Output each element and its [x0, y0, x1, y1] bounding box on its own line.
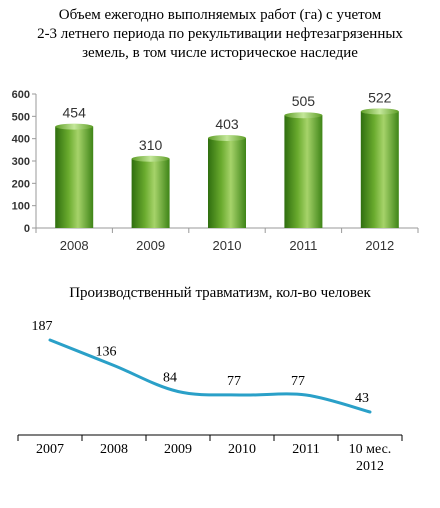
bar-value-label: 522 — [368, 89, 392, 105]
bar-x-tick-label: 2010 — [213, 238, 242, 253]
bar-top — [208, 134, 246, 141]
bar-y-tick-label: 500 — [12, 111, 30, 123]
bar — [208, 137, 246, 228]
line-value-label: 77 — [291, 374, 305, 389]
bar-x-tick-label: 2012 — [365, 238, 394, 253]
line-chart-title: Производственный травматизм, кол-во чело… — [69, 285, 371, 301]
line-value-label: 187 — [32, 319, 53, 334]
bar-value-label: 505 — [292, 93, 316, 109]
bar — [131, 158, 170, 228]
bar-top — [360, 108, 399, 115]
bar-top — [131, 155, 170, 162]
line-value-label: 136 — [96, 345, 117, 360]
bar — [55, 126, 94, 228]
line-x-tick-label: 2011 — [292, 442, 319, 457]
bar-chart-title: Объем ежегодно выполняемых работ (га) с … — [0, 6, 440, 63]
bar — [360, 111, 399, 228]
line-value-label: 84 — [163, 371, 177, 386]
bar-value-label: 310 — [139, 137, 163, 153]
bar — [284, 115, 323, 228]
line-value-label: 77 — [227, 374, 241, 389]
bar-y-tick-label: 400 — [12, 134, 30, 146]
line-x-tick-label: 2010 — [228, 442, 256, 457]
line-x-tick-label: 2012 — [356, 459, 384, 474]
bar-value-label: 403 — [215, 116, 239, 132]
bar-y-tick-label: 200 — [12, 178, 30, 190]
bar-y-tick-label: 0 — [24, 223, 30, 235]
bar-y-tick-label: 100 — [12, 201, 30, 213]
line-x-tick-label: 2008 — [100, 442, 128, 457]
bar-y-tick-label: 600 — [12, 89, 30, 101]
bar-top — [284, 112, 323, 119]
bar-chart-title-line-3: земель, в том числе историческое наследи… — [82, 45, 358, 61]
bar-value-label: 454 — [63, 105, 87, 121]
line-series — [48, 338, 372, 414]
line-x-tick-label: 2007 — [36, 442, 64, 457]
bar-x-tick-label: 2008 — [60, 238, 89, 253]
bar-top — [55, 123, 94, 130]
bar-chart-title-line-1: Объем ежегодно выполняемых работ (га) с … — [58, 7, 382, 23]
bar-chart-title-line-2: 2-3 летнего периода по рекультивации неф… — [37, 26, 403, 42]
line-x-tick-label: 10 мес. — [349, 442, 392, 457]
bar-y-tick-label: 300 — [12, 156, 30, 168]
bar-x-tick-label: 2009 — [136, 238, 165, 253]
bar-x-tick-label: 2011 — [289, 238, 317, 253]
line-value-label: 43 — [355, 391, 369, 406]
line-x-tick-label: 2009 — [164, 442, 192, 457]
bar-chart: 0 100 200 300 400 500 600 454 2008 310 2009 403 201… — [12, 89, 419, 253]
